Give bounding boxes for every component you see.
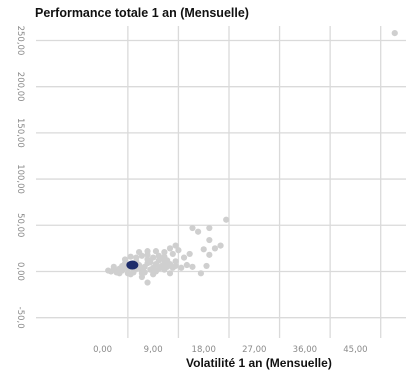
data-points — [105, 29, 398, 286]
y-tick-label: 0,00 — [15, 262, 25, 281]
x-tick-label: 9,00 — [144, 345, 163, 355]
data-point — [147, 259, 154, 266]
data-point — [186, 250, 193, 258]
data-point — [178, 264, 185, 271]
data-point — [206, 236, 213, 244]
data-point — [169, 250, 176, 258]
data-point — [206, 224, 213, 232]
data-point — [200, 246, 207, 253]
data-point — [152, 268, 160, 275]
data-point — [223, 216, 230, 223]
data-point — [141, 269, 148, 276]
data-point — [172, 242, 179, 249]
data-point — [150, 254, 157, 261]
y-tick-label: 50,00 — [15, 213, 25, 237]
data-point — [197, 270, 205, 277]
y-axis-tick-labels: -50,0 0,00 50,00 100,00 150,00 200,00 250,00 — [15, 26, 25, 329]
data-point — [217, 242, 224, 249]
data-point — [127, 253, 134, 260]
data-point — [211, 245, 219, 252]
data-point — [135, 248, 143, 256]
data-point — [130, 269, 137, 276]
x-tick-label: 0,00 — [93, 345, 112, 355]
data-point — [206, 251, 213, 258]
highlighted-data-point — [126, 260, 139, 270]
data-point — [152, 248, 160, 255]
data-point — [180, 254, 188, 261]
data-point — [172, 262, 179, 270]
x-tick-label: 27,00 — [242, 345, 266, 355]
highlighted-fund — [126, 260, 139, 270]
data-point — [161, 253, 168, 260]
x-axis-label: Volatilité 1 an (Mensuelle) — [186, 356, 332, 370]
data-point — [144, 248, 151, 255]
x-axis-tick-labels: 0,00 9,00 18,00 27,00 36,00 45,00 — [93, 345, 367, 355]
data-point — [138, 273, 146, 281]
data-point — [183, 261, 190, 269]
data-point — [121, 256, 129, 263]
y-tick-label: -50,0 — [15, 307, 25, 329]
data-point — [161, 248, 168, 256]
data-point — [166, 245, 174, 252]
y-tick-label: 250,00 — [15, 26, 25, 56]
data-point — [155, 252, 162, 259]
chart-title: Performance totale 1 an (Mensuelle) — [35, 6, 249, 20]
data-point — [144, 279, 151, 286]
data-point — [166, 270, 174, 277]
data-point — [119, 262, 126, 270]
grid-lines — [36, 26, 406, 338]
data-point — [172, 258, 179, 265]
data-point — [189, 263, 196, 270]
y-tick-label: 100,00 — [15, 164, 25, 194]
data-point — [189, 224, 196, 232]
x-tick-label: 45,00 — [343, 345, 367, 355]
data-point — [133, 254, 140, 261]
y-tick-label: 150,00 — [15, 118, 25, 148]
data-point — [391, 29, 398, 37]
data-point — [110, 263, 117, 270]
data-point — [203, 262, 210, 270]
x-tick-label: 36,00 — [293, 345, 317, 355]
data-point — [175, 247, 182, 254]
data-point — [116, 270, 123, 277]
y-tick-label: 200,00 — [15, 72, 25, 102]
data-point — [194, 228, 202, 235]
x-tick-label: 18,00 — [192, 345, 216, 355]
